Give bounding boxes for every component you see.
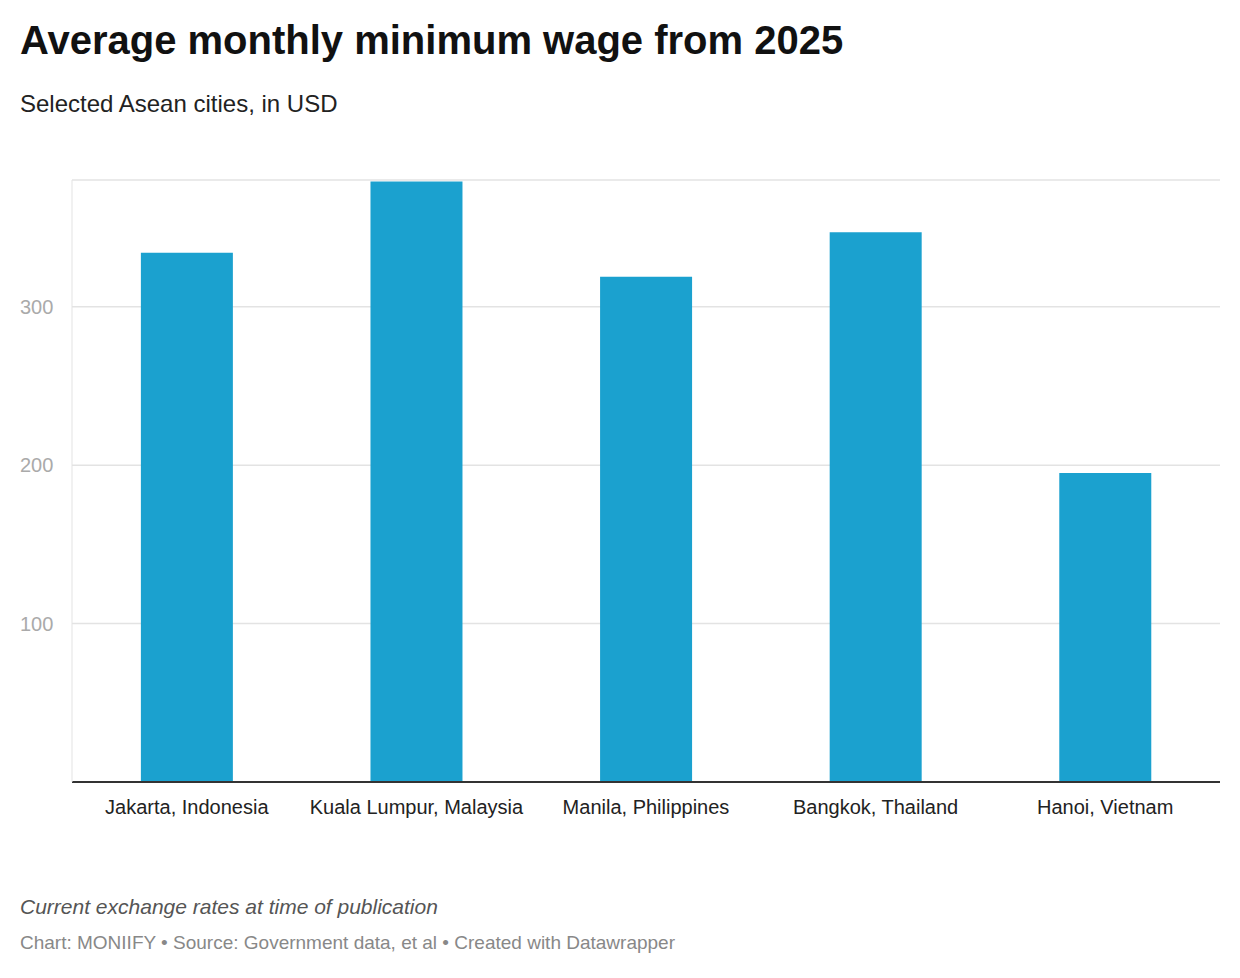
html-text:Selected Asean cities, in USD: Selected Asean cities, in USD: [20, 90, 338, 117]
svg-text:Manila, Philippines: Manila, Philippines: [563, 796, 730, 818]
html-text:Current exchange rates at time: Current exchange rates at time of public…: [20, 895, 438, 918]
svg-text:300: 300: [20, 296, 53, 318]
html-text:Chart: MONIIFY • Source: Gover: Chart: MONIIFY • Source: Government data…: [20, 932, 675, 953]
svg-text:Bangkok, Thailand: Bangkok, Thailand: [793, 796, 958, 818]
svg-text:100: 100: [20, 613, 53, 635]
svg-text:200: 200: [20, 454, 53, 476]
html-text:Average monthly minimum wage f: Average monthly minimum wage from 2025: [20, 18, 844, 62]
svg-text:Hanoi, Vietnam: Hanoi, Vietnam: [1037, 796, 1173, 818]
svg-text:Jakarta, Indonesia: Jakarta, Indonesia: [105, 796, 269, 818]
svg-text:Kuala Lumpur, Malaysia: Kuala Lumpur, Malaysia: [310, 796, 524, 818]
